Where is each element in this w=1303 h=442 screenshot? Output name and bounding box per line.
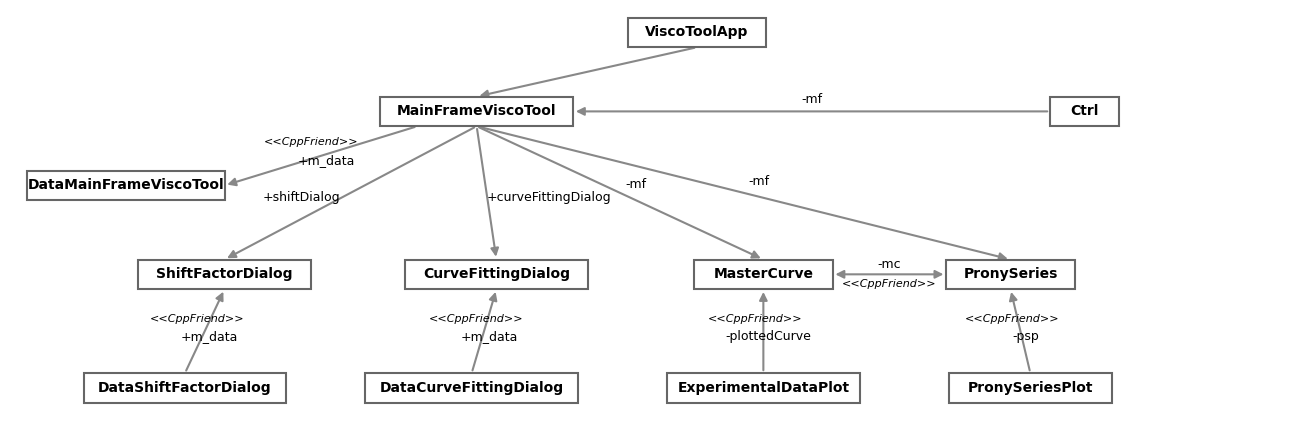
Text: -mf: -mf — [801, 93, 822, 106]
Bar — [365, 373, 579, 403]
Text: +m_data: +m_data — [460, 330, 517, 343]
Text: -mf: -mf — [748, 175, 770, 187]
Text: ExperimentalDataPlot: ExperimentalDataPlot — [678, 381, 850, 395]
Text: +shiftDialog: +shiftDialog — [263, 191, 340, 204]
Bar — [628, 18, 766, 47]
Text: DataMainFrameViscoTool: DataMainFrameViscoTool — [27, 179, 224, 192]
Bar — [380, 97, 573, 126]
Bar — [946, 259, 1075, 289]
Bar — [1050, 97, 1119, 126]
Text: +m_data: +m_data — [297, 154, 354, 167]
Bar — [694, 259, 833, 289]
Text: -psp: -psp — [1012, 330, 1038, 343]
Text: <<CppFriend>>: <<CppFriend>> — [842, 279, 937, 289]
Bar — [138, 259, 311, 289]
Text: +curveFittingDialog: +curveFittingDialog — [486, 191, 611, 204]
Text: -mf: -mf — [625, 179, 646, 191]
Text: <<CppFriend>>: <<CppFriend>> — [708, 314, 803, 324]
Text: PronySeriesPlot: PronySeriesPlot — [968, 381, 1093, 395]
Bar — [27, 171, 224, 200]
Bar — [949, 373, 1111, 403]
Text: DataCurveFittingDialog: DataCurveFittingDialog — [379, 381, 564, 395]
Text: <<CppFriend>>: <<CppFriend>> — [150, 314, 244, 324]
Text: PronySeries: PronySeries — [963, 267, 1058, 281]
Bar — [667, 373, 860, 403]
Bar — [405, 259, 588, 289]
Text: <<CppFriend>>: <<CppFriend>> — [263, 137, 358, 147]
Text: <<CppFriend>>: <<CppFriend>> — [429, 314, 524, 324]
Text: -mc: -mc — [878, 258, 902, 271]
Text: MainFrameViscoTool: MainFrameViscoTool — [397, 104, 556, 118]
Text: +m_data: +m_data — [181, 330, 238, 343]
Text: DataShiftFactorDialog: DataShiftFactorDialog — [98, 381, 272, 395]
Text: Ctrl: Ctrl — [1071, 104, 1098, 118]
Text: <<CppFriend>>: <<CppFriend>> — [966, 314, 1059, 324]
Text: MasterCurve: MasterCurve — [713, 267, 813, 281]
Bar — [83, 373, 287, 403]
Text: CurveFittingDialog: CurveFittingDialog — [423, 267, 569, 281]
Text: ShiftFactorDialog: ShiftFactorDialog — [156, 267, 293, 281]
Text: ViscoToolApp: ViscoToolApp — [645, 25, 749, 39]
Text: -plottedCurve: -plottedCurve — [726, 330, 812, 343]
